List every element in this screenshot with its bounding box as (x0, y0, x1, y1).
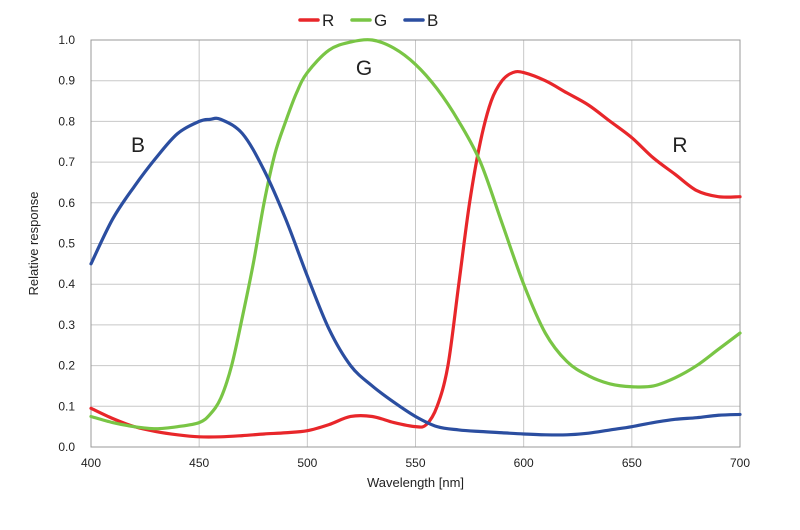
y-tick-label: 0.6 (58, 196, 75, 210)
plot-frame (90, 39, 741, 448)
series-annotation-r: R (672, 134, 687, 157)
y-tick-label: 0.2 (58, 359, 75, 373)
y-tick-label: 0.7 (58, 155, 75, 169)
x-tick-label: 600 (514, 456, 534, 470)
legend-label-b: B (427, 11, 438, 30)
series-annotations: R G B (131, 57, 688, 157)
x-tick-label: 650 (622, 456, 642, 470)
y-axis-label: Relative response (26, 191, 41, 295)
legend-label-g: G (374, 11, 387, 30)
series-line-b (89, 116, 742, 437)
series-annotation-g: G (356, 57, 372, 80)
series-annotation-b: B (131, 134, 145, 157)
series-layer (89, 38, 742, 439)
y-tick-label: 0.3 (58, 318, 75, 332)
y-tick-label: 0.0 (58, 440, 75, 454)
y-tick-label: 0.1 (58, 399, 75, 413)
x-tick-label: 500 (297, 456, 317, 470)
y-tick-labels: 0.0 0.1 0.2 0.3 0.4 0.5 0.6 0.7 0.8 0.9 1.0 (58, 33, 75, 454)
x-tick-label: 450 (189, 456, 209, 470)
x-tick-labels: 400 450 500 550 600 650 700 (81, 456, 750, 470)
x-tick-label: 400 (81, 456, 101, 470)
legend-label-r: R (322, 11, 334, 30)
y-tick-label: 0.4 (58, 277, 75, 291)
x-tick-label: 700 (730, 456, 750, 470)
x-axis-label: Wavelength [nm] (367, 475, 464, 490)
y-tick-label: 0.9 (58, 74, 75, 88)
series-line-g (89, 38, 742, 431)
y-tick-label: 1.0 (58, 33, 75, 47)
series-line-r (89, 69, 742, 439)
y-tick-label: 0.5 (58, 237, 75, 251)
x-tick-label: 550 (405, 456, 425, 470)
y-tick-label: 0.8 (58, 114, 75, 128)
